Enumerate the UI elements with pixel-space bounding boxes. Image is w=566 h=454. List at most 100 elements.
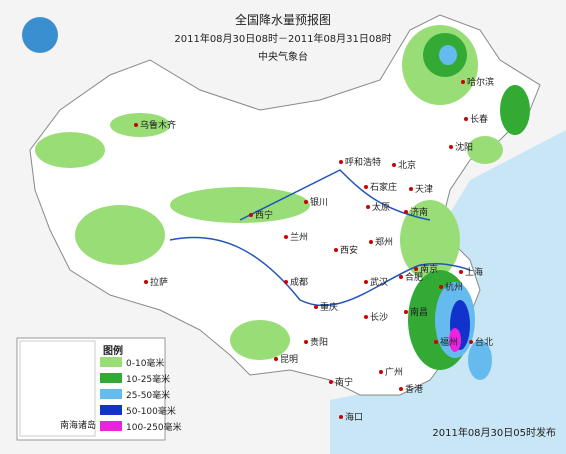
rain-light	[467, 136, 503, 164]
rain-light	[35, 132, 105, 168]
city-dot	[274, 357, 278, 361]
rain-extreme	[449, 328, 461, 352]
city-label: 石家庄	[370, 181, 397, 193]
city-label: 台北	[475, 336, 493, 348]
city-dot	[414, 267, 418, 271]
rain-areas	[35, 25, 530, 380]
city-label: 合肥	[405, 271, 423, 283]
title: 全国降水量预报图	[235, 12, 331, 27]
legend-swatch	[100, 421, 122, 431]
city-dot	[404, 210, 408, 214]
city-label: 哈尔滨	[467, 76, 494, 88]
city-dot	[461, 80, 465, 84]
legend-swatch	[100, 389, 122, 399]
city-label: 昆明	[280, 354, 298, 365]
city-label: 成都	[290, 276, 308, 288]
city-dot	[369, 240, 373, 244]
period: 2011年08月30日08时－2011年08月31日08时	[174, 32, 391, 45]
city-dot	[314, 305, 318, 309]
rain-light	[230, 320, 290, 360]
city-label: 济南	[410, 206, 428, 218]
city-dot	[404, 310, 408, 314]
city-dot	[304, 200, 308, 204]
city-label: 南京	[420, 263, 438, 275]
city-dot	[329, 380, 333, 384]
city-label: 福州	[440, 336, 458, 348]
city-dot	[392, 163, 396, 167]
legend-swatch	[100, 373, 122, 383]
legend-swatch	[100, 357, 122, 367]
rain-light	[400, 200, 460, 280]
city-label: 太原	[372, 201, 390, 213]
city-dot	[304, 340, 308, 344]
city-label: 武汉	[370, 276, 388, 288]
legend-swatch	[100, 405, 122, 415]
city-label: 广州	[385, 366, 403, 378]
city-label: 西安	[340, 244, 358, 256]
legend-label: 10-25毫米	[126, 373, 170, 385]
city-label: 拉萨	[150, 276, 168, 288]
legend-label: 0-10毫米	[126, 357, 164, 369]
rain-light	[170, 187, 310, 223]
rain-moderate	[500, 85, 530, 135]
rivers	[169, 169, 471, 307]
city-label: 上海	[465, 266, 483, 278]
city-dot	[464, 117, 468, 121]
legend-label: 25-50毫米	[126, 389, 170, 401]
city-dot	[399, 275, 403, 279]
river	[169, 236, 471, 307]
legend-title: 图例	[103, 344, 123, 357]
city-label: 呼和浩特	[345, 156, 381, 168]
city-dot	[364, 185, 368, 189]
city-label: 长沙	[370, 311, 388, 323]
city-dot	[339, 160, 343, 164]
legend-label: 100-250毫米	[126, 421, 182, 433]
city-label: 重庆	[320, 301, 338, 313]
inset-box	[19, 340, 96, 437]
city-dot	[439, 285, 443, 289]
city-dot	[449, 145, 453, 149]
city-label: 南宁	[335, 376, 353, 388]
city-label: 杭州	[445, 281, 463, 293]
city-dot	[409, 187, 413, 191]
city-dot	[134, 123, 138, 127]
footer: 2011年08月30日05时发布	[432, 426, 556, 439]
rain-heavy	[468, 340, 492, 380]
city-dot	[469, 340, 473, 344]
city-dot	[434, 340, 438, 344]
city-dot	[284, 235, 288, 239]
city-label: 南昌	[410, 306, 428, 318]
legend: 0-10毫米 10-25毫米 25-50毫米 50-100毫米 100-250毫米	[100, 357, 182, 433]
city-dot	[364, 315, 368, 319]
city-dot	[144, 280, 148, 284]
city-label: 银川	[310, 196, 328, 208]
city-label: 长春	[470, 113, 488, 125]
sea	[330, 130, 566, 454]
rain-light	[110, 113, 170, 137]
legend-label: 50-100毫米	[126, 405, 176, 417]
city-dot	[334, 248, 338, 252]
city-dot	[459, 270, 463, 274]
city-dot	[366, 205, 370, 209]
city-label: 天津	[415, 184, 433, 195]
city-label: 郑州	[375, 236, 393, 248]
city-label: 乌鲁木齐	[140, 119, 176, 131]
city-label: 兰州	[290, 231, 308, 243]
rain-light	[75, 205, 165, 265]
inset-label: 南海诸岛	[60, 419, 96, 431]
agency: 中央气象台	[258, 50, 308, 63]
rain-heavy	[439, 45, 457, 65]
city-label: 贵阳	[310, 336, 328, 348]
city-dot	[399, 387, 403, 391]
city-label: 香港	[405, 383, 423, 395]
city-dot	[379, 370, 383, 374]
city-label: 沈阳	[455, 141, 473, 153]
city-dot	[249, 213, 253, 217]
city-dot	[364, 280, 368, 284]
city-label: 西宁	[255, 209, 273, 221]
city-label: 海口	[345, 411, 363, 423]
river	[239, 169, 431, 221]
logo	[22, 17, 58, 53]
